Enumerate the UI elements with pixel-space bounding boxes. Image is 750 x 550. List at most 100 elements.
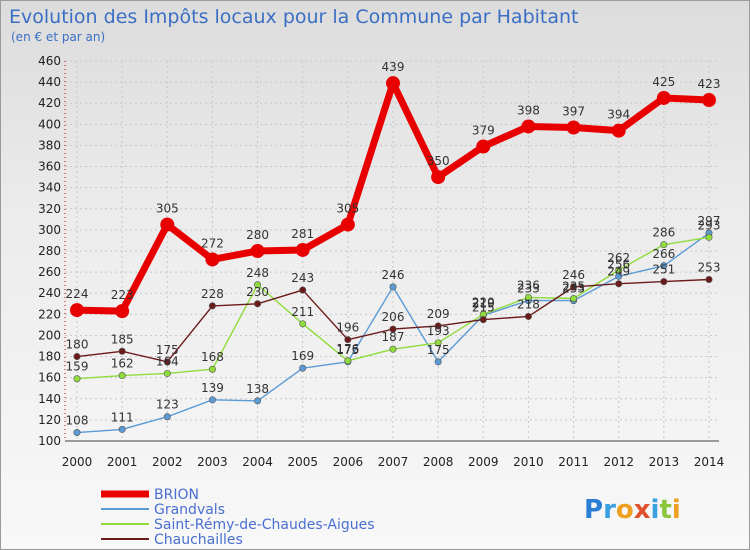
y-tick-label: 180 <box>38 350 61 364</box>
data-label: 281 <box>291 227 314 241</box>
x-tick-label: 2014 <box>694 455 725 469</box>
data-point <box>70 303 84 318</box>
data-point <box>570 283 578 291</box>
data-label: 193 <box>427 324 450 338</box>
data-point <box>386 76 400 91</box>
data-label: 251 <box>652 263 675 277</box>
y-tick-label: 220 <box>38 307 61 321</box>
data-point <box>566 120 581 135</box>
data-point <box>115 304 130 319</box>
chart-subtitle: (en € et par an) <box>11 30 105 44</box>
data-label: 224 <box>66 287 89 301</box>
data-label: 235 <box>562 280 585 294</box>
data-label: 209 <box>427 307 450 321</box>
data-point <box>479 316 487 324</box>
data-label: 233 <box>517 282 540 296</box>
data-label: 243 <box>291 271 314 285</box>
data-label: 220 <box>472 295 495 309</box>
y-tick-label: 380 <box>38 138 61 152</box>
y-tick-label: 200 <box>38 328 61 342</box>
data-label: 249 <box>607 265 630 279</box>
data-point <box>163 369 171 377</box>
data-label: 439 <box>382 60 405 74</box>
x-tick-label: 2006 <box>333 455 364 469</box>
data-label: 248 <box>246 266 269 280</box>
data-point <box>434 339 442 347</box>
y-tick-label: 100 <box>38 434 61 448</box>
data-label: 159 <box>66 360 89 374</box>
data-label: 394 <box>607 108 630 122</box>
data-label: 185 <box>111 332 134 346</box>
data-label: 175 <box>427 343 450 357</box>
data-label: 280 <box>246 228 269 242</box>
data-point <box>705 233 713 241</box>
data-point <box>73 353 81 361</box>
data-label: 211 <box>291 305 314 319</box>
x-tick-label: 2005 <box>287 455 318 469</box>
x-tick-label: 2011 <box>558 455 589 469</box>
data-label: 108 <box>66 414 89 428</box>
x-tick-label: 2000 <box>62 455 93 469</box>
data-point <box>521 119 536 134</box>
data-point <box>656 90 671 105</box>
y-tick-label: 360 <box>38 160 61 174</box>
data-label: 305 <box>336 202 359 216</box>
data-label: 219 <box>472 296 495 310</box>
data-label: 256 <box>607 257 630 271</box>
data-label: 196 <box>336 321 359 335</box>
data-point <box>476 139 491 154</box>
x-tick-label: 2003 <box>197 455 228 469</box>
x-tick-label: 2002 <box>152 455 183 469</box>
x-tick-label: 2007 <box>378 455 409 469</box>
data-label: 293 <box>698 218 721 232</box>
data-point <box>705 275 713 283</box>
data-label: 218 <box>517 297 540 311</box>
y-tick-label: 400 <box>38 117 61 131</box>
data-point <box>299 286 307 294</box>
data-point <box>524 312 532 320</box>
data-point <box>73 429 81 437</box>
y-tick-label: 160 <box>38 371 61 385</box>
data-point <box>163 358 171 366</box>
data-point <box>254 281 262 289</box>
data-point <box>340 217 355 232</box>
data-label: 111 <box>111 410 134 424</box>
data-label: 423 <box>698 77 721 91</box>
data-point <box>615 266 623 274</box>
data-point <box>118 372 126 380</box>
data-label: 180 <box>66 338 89 352</box>
data-label: 286 <box>652 226 675 240</box>
data-label: 164 <box>156 354 179 368</box>
data-point <box>611 123 626 138</box>
data-label: 236 <box>517 278 540 292</box>
data-label: 397 <box>562 105 585 119</box>
legend-label: BRION <box>154 487 199 503</box>
data-point <box>389 283 397 291</box>
data-point <box>524 293 532 301</box>
axes: 100 120 140 160 180 200 220 240 260 280 300 320 340 3… <box>38 54 724 469</box>
data-label: 206 <box>382 310 405 324</box>
data-label: 175 <box>336 343 359 357</box>
legend-label: Saint-Rémy-de-Chaudes-Aigues <box>154 517 375 533</box>
data-point <box>660 241 668 249</box>
chart-title: Evolution des Impôts locaux pour la Comm… <box>9 6 579 28</box>
data-point <box>344 357 352 365</box>
data-label: 350 <box>427 154 450 168</box>
data-label: 233 <box>562 282 585 296</box>
data-label: 123 <box>156 398 179 412</box>
y-tick-label: 460 <box>38 54 61 68</box>
data-label: 176 <box>336 342 359 356</box>
x-tick-label: 2010 <box>513 455 544 469</box>
data-label: 228 <box>201 287 224 301</box>
legend-label: Chauchailles <box>154 532 243 548</box>
data-label: 379 <box>472 124 495 138</box>
data-point <box>434 358 442 366</box>
legend-label: Grandvals <box>154 502 225 518</box>
x-tick-label: 2009 <box>468 455 499 469</box>
data-label: 253 <box>698 261 721 275</box>
data-label: 297 <box>698 214 721 228</box>
y-tick-label: 440 <box>38 75 61 89</box>
data-point <box>254 300 262 308</box>
data-point <box>163 413 171 421</box>
